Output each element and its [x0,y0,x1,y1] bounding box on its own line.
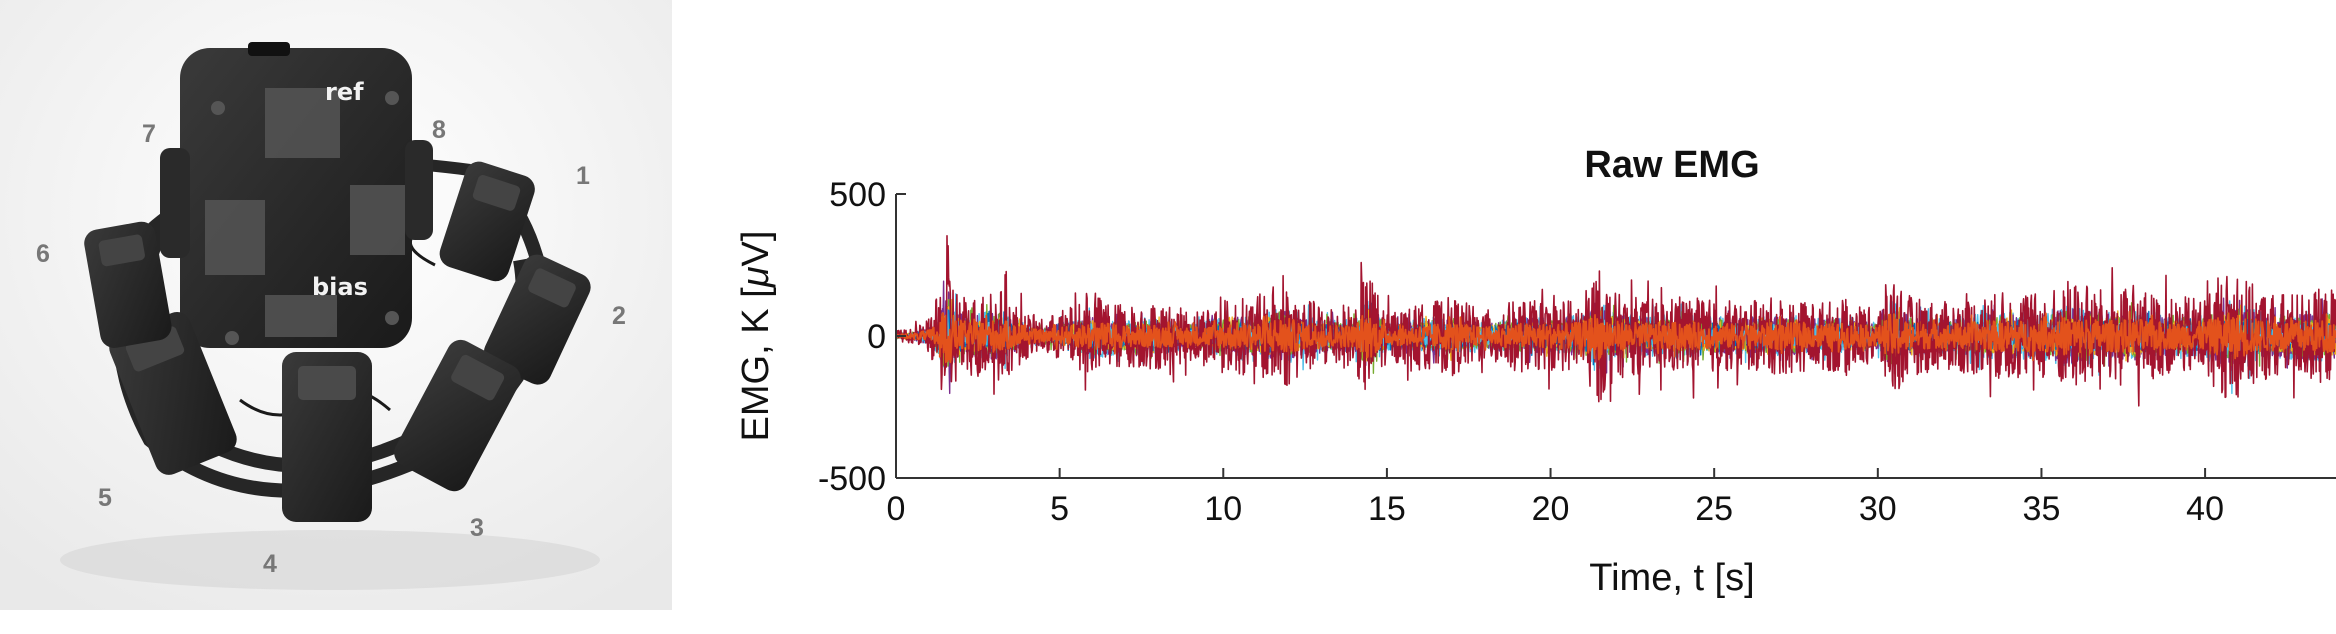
chart-title: Raw EMG [1584,144,1759,186]
channel-label-1: 1 [576,162,590,190]
electrode-pods [84,140,591,522]
y-axis-label-mu: μ [735,266,777,288]
x-tick-label: 10 [1204,490,1242,528]
y-tick-label: 0 [867,318,886,356]
x-axis-label: Time, t [s] [1589,557,1754,599]
y-tick-label: -500 [818,460,886,498]
y-axis-label-suffix: V] [735,231,777,267]
emg-armband-photo: ref bias 1 2 3 4 5 6 7 8 [0,0,672,610]
bias-pad-label: bias [312,273,368,301]
main-housing: ref bias [180,42,412,348]
x-tick-label: 25 [1695,490,1733,528]
channel-label-5: 5 [98,484,112,512]
channel-label-4: 4 [263,550,277,578]
x-tick-label: 5 [1050,490,1069,528]
y-axis-label-prefix: EMG, K [ [735,287,777,442]
ref-pad-label: ref [325,78,364,106]
channel-label-8: 8 [432,116,446,144]
x-tick-label: 0 [887,490,906,528]
x-tick-label: 35 [2023,490,2061,528]
channel-label-7: 7 [142,120,156,148]
channel-label-6: 6 [36,240,50,268]
x-tick-label: 40 [2186,490,2224,528]
x-tick-label: 15 [1368,490,1406,528]
y-axis-label: EMG, K [μV] [735,231,777,442]
emg-channel-trace [895,310,2336,364]
y-tick-label: 500 [829,176,886,214]
x-tick-label: 30 [1859,490,1897,528]
channel-label-3: 3 [470,514,484,542]
emg-signal-traces [895,235,2336,407]
channel-label-2: 2 [612,302,626,330]
x-tick-label: 20 [1532,490,1570,528]
